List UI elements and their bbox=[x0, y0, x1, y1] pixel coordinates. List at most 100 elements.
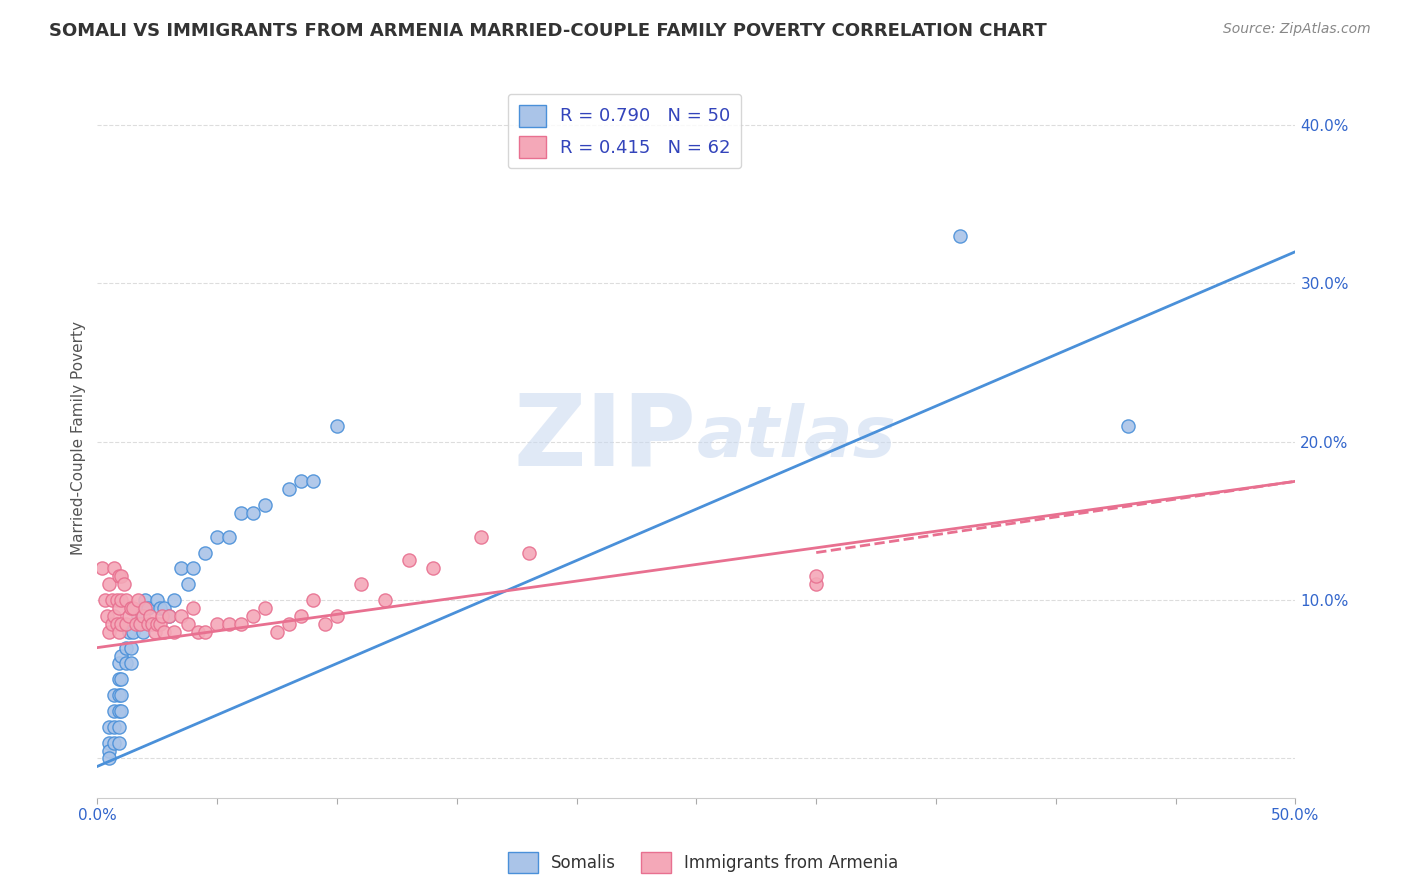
Point bbox=[136, 616, 159, 631]
Point bbox=[181, 561, 204, 575]
Point bbox=[127, 593, 149, 607]
Point bbox=[350, 577, 373, 591]
Point bbox=[127, 609, 149, 624]
Point bbox=[163, 624, 186, 639]
Legend: R = 0.790   N = 50, R = 0.415   N = 62: R = 0.790 N = 50, R = 0.415 N = 62 bbox=[508, 94, 741, 169]
Point bbox=[278, 482, 301, 496]
Point bbox=[302, 475, 325, 489]
Point bbox=[143, 624, 166, 639]
Point bbox=[108, 569, 131, 583]
Point bbox=[103, 720, 125, 734]
Point bbox=[314, 616, 336, 631]
Point bbox=[205, 530, 228, 544]
Point bbox=[1116, 418, 1139, 433]
Point bbox=[125, 616, 148, 631]
Point bbox=[398, 553, 420, 567]
Point bbox=[187, 624, 209, 639]
Point bbox=[120, 601, 142, 615]
Point bbox=[120, 657, 142, 671]
Text: ZIP: ZIP bbox=[513, 389, 696, 486]
Point bbox=[98, 751, 121, 765]
Point bbox=[146, 616, 169, 631]
Point bbox=[153, 601, 176, 615]
Point bbox=[110, 648, 132, 663]
Point bbox=[122, 624, 145, 639]
Point bbox=[150, 609, 173, 624]
Point bbox=[157, 609, 180, 624]
Point bbox=[112, 577, 135, 591]
Point bbox=[108, 657, 131, 671]
Text: atlas: atlas bbox=[696, 403, 896, 472]
Point bbox=[181, 601, 204, 615]
Point bbox=[949, 228, 972, 243]
Point bbox=[134, 593, 156, 607]
Point bbox=[115, 616, 138, 631]
Point bbox=[266, 624, 288, 639]
Point bbox=[129, 616, 152, 631]
Point bbox=[115, 593, 138, 607]
Point bbox=[177, 616, 200, 631]
Point bbox=[242, 609, 264, 624]
Point bbox=[110, 704, 132, 718]
Point bbox=[129, 616, 152, 631]
Point bbox=[108, 688, 131, 702]
Point bbox=[517, 545, 540, 559]
Point bbox=[100, 616, 122, 631]
Point bbox=[110, 616, 132, 631]
Point bbox=[105, 593, 128, 607]
Point bbox=[98, 577, 121, 591]
Point bbox=[103, 704, 125, 718]
Point bbox=[254, 601, 277, 615]
Point bbox=[98, 736, 121, 750]
Point bbox=[290, 475, 312, 489]
Point bbox=[422, 561, 444, 575]
Point bbox=[229, 616, 252, 631]
Point bbox=[110, 593, 132, 607]
Legend: Somalis, Immigrants from Armenia: Somalis, Immigrants from Armenia bbox=[501, 846, 905, 880]
Point bbox=[153, 624, 176, 639]
Point bbox=[108, 704, 131, 718]
Point bbox=[139, 609, 162, 624]
Point bbox=[98, 720, 121, 734]
Point bbox=[122, 601, 145, 615]
Point bbox=[278, 616, 301, 631]
Point bbox=[108, 720, 131, 734]
Point bbox=[103, 736, 125, 750]
Point bbox=[229, 506, 252, 520]
Point bbox=[115, 640, 138, 655]
Point bbox=[205, 616, 228, 631]
Point bbox=[163, 593, 186, 607]
Point bbox=[290, 609, 312, 624]
Text: Source: ZipAtlas.com: Source: ZipAtlas.com bbox=[1223, 22, 1371, 37]
Point bbox=[120, 640, 142, 655]
Point bbox=[141, 616, 163, 631]
Point bbox=[132, 609, 155, 624]
Point bbox=[93, 593, 115, 607]
Point bbox=[194, 545, 217, 559]
Point bbox=[139, 616, 162, 631]
Point bbox=[103, 561, 125, 575]
Point bbox=[806, 569, 828, 583]
Point bbox=[806, 577, 828, 591]
Point bbox=[146, 593, 169, 607]
Point bbox=[108, 601, 131, 615]
Point bbox=[110, 688, 132, 702]
Point bbox=[149, 601, 172, 615]
Point bbox=[103, 609, 125, 624]
Point bbox=[98, 624, 121, 639]
Point bbox=[326, 418, 349, 433]
Point bbox=[170, 609, 193, 624]
Point bbox=[254, 498, 277, 512]
Point bbox=[177, 577, 200, 591]
Point bbox=[218, 530, 240, 544]
Point bbox=[374, 593, 396, 607]
Point bbox=[115, 657, 138, 671]
Y-axis label: Married-Couple Family Poverty: Married-Couple Family Poverty bbox=[72, 321, 86, 555]
Point bbox=[136, 601, 159, 615]
Point bbox=[117, 624, 139, 639]
Point bbox=[108, 736, 131, 750]
Point bbox=[242, 506, 264, 520]
Point bbox=[96, 609, 118, 624]
Point bbox=[470, 530, 492, 544]
Point bbox=[134, 601, 156, 615]
